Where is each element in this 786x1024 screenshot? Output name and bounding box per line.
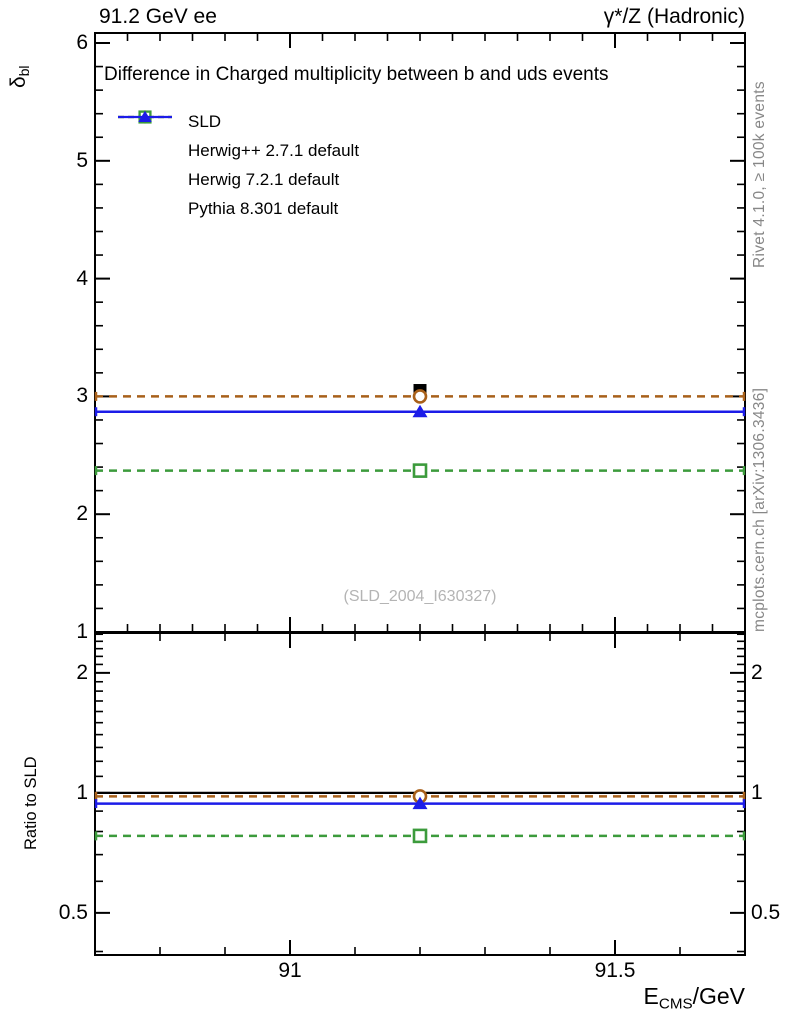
legend-entry-herwigpp: Herwig++ 2.7.1 default (116, 110, 360, 165)
tick-label: 2 (751, 660, 763, 684)
tick-label: 3 (76, 384, 88, 408)
tick-label: 6 (76, 31, 88, 54)
tick-label: 4 (76, 266, 88, 290)
tick-label: 1 (76, 780, 88, 804)
tick-label: 0.5 (751, 900, 781, 924)
legend-entry-pythia: Pythia 8.301 default (116, 110, 359, 223)
legend-label-pythia: Pythia 8.301 default (188, 198, 339, 218)
legend-label-herwig7: Herwig 7.2.1 default (188, 169, 340, 189)
header-beam-energy: 91.2 GeV ee (99, 5, 217, 28)
header-process: γ*/Z (Hadronic) (603, 5, 745, 28)
legend: SLD Herwig++ 2.7.1 default Herwig 7.2.1 … (116, 107, 359, 223)
tick-label: 91.5 (594, 959, 636, 982)
herwig7-line-icon (116, 110, 174, 190)
tick-label: 1 (76, 620, 88, 643)
x-label-suffix: /GeV (692, 983, 745, 1009)
tick-label: 2 (76, 660, 88, 684)
main-y-label-base: δ (7, 76, 30, 88)
mcplots-arxiv-note: mcplots.cern.ch [arXiv:1306.3436] (751, 387, 768, 632)
main-y-label-sub: bl (15, 65, 32, 77)
x-label-sub: CMS (658, 995, 693, 1013)
x-axis-label: ECMS/GeV (644, 983, 745, 1012)
tick-label: 2 (76, 502, 88, 526)
herwigpp-line-icon (116, 110, 174, 161)
tick-label: 1 (751, 780, 763, 804)
legend-label-sld: SLD (188, 111, 222, 131)
analysis-id-watermark: (SLD_2004_I630327) (343, 588, 497, 605)
main-y-axis-label: δbl (7, 66, 32, 89)
tick-label: 5 (76, 148, 88, 172)
rivet-version-note: Rivet 4.1.0, ≥ 100k events (751, 81, 768, 268)
plot-title: Difference in Charged multiplicity betwe… (104, 64, 609, 85)
x-label-base: E (643, 983, 659, 1009)
legend-entry-herwig7: Herwig 7.2.1 default (116, 110, 359, 194)
pythia-line-icon (116, 110, 174, 219)
legend-label-herwigpp: Herwig++ 2.7.1 default (188, 140, 360, 160)
tick-label: 0.5 (58, 900, 88, 924)
tick-label: 91 (278, 959, 302, 982)
